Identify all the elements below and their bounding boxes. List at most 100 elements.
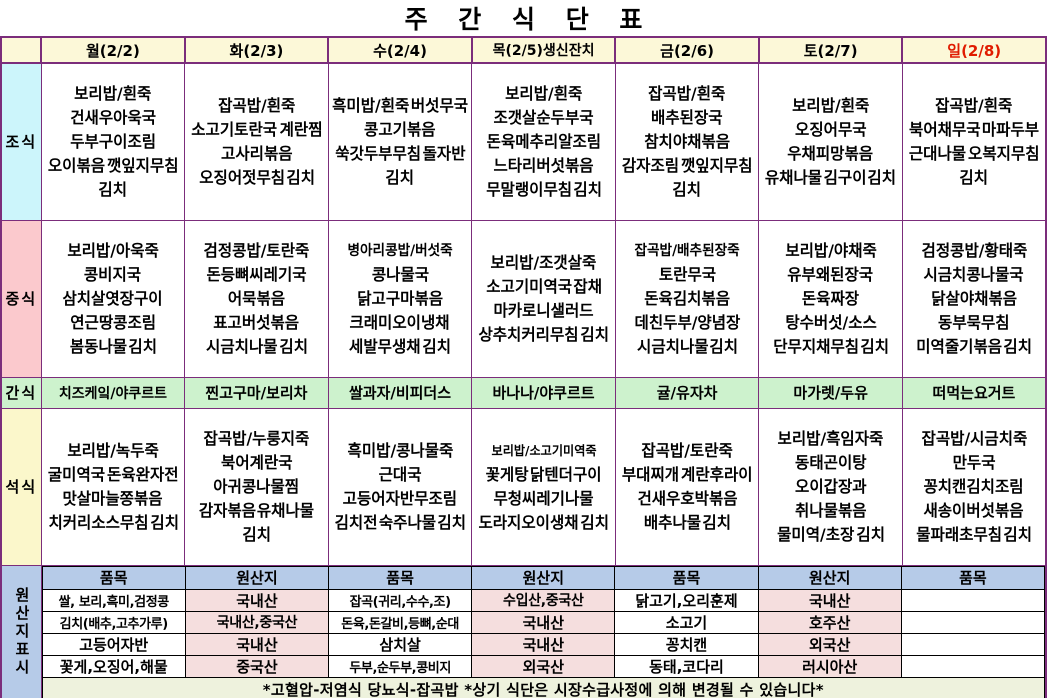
origin-header-6: 품목 xyxy=(900,565,1046,590)
origin-cell-0-4: 닭고기,오리훈제 xyxy=(614,588,759,612)
breakfast-dish: 건새우아욱국 xyxy=(69,107,156,127)
lunch-dish: 크래미오이냉채 xyxy=(349,312,451,332)
lunch-dish: 토란무국 xyxy=(658,264,716,284)
breakfast-dish: 잡곡밥/흰죽 xyxy=(648,83,726,103)
dinner-cell-5: 보리밥/흑임자죽동태곤이탕오이갑장과취나물볶음물미역/초장김치 xyxy=(758,407,903,566)
origin-cell-2-4: 꽁치캔 xyxy=(614,632,759,656)
origin-cell-1-1: 국내산,중국산 xyxy=(184,610,330,634)
breakfast-dish: 오복지무침 xyxy=(967,143,1040,163)
breakfast-dish: 마파두부 xyxy=(982,119,1040,139)
origin-cell-2-0: 고등어자반 xyxy=(41,632,186,656)
lunch-cell-3: 보리밥/조갯살죽소고기미역국 잡채마카로니샐러드상추치커리무침 김치 xyxy=(471,219,616,378)
dinner-dish: 꽁치캔김치조림 xyxy=(923,476,1025,496)
lunch-dish: 시금치나물 xyxy=(205,336,278,356)
dinner-dish: 숙주나물 xyxy=(378,512,436,532)
dinner-dish: 오이갑장과 xyxy=(794,476,867,496)
breakfast-dish: 유채나물 xyxy=(765,167,823,187)
origin-cell-1-2: 돈육,돈갈비,등뼈,순대 xyxy=(328,610,473,634)
lunch-dish: 돈육짜장 xyxy=(802,288,860,308)
dinner-dish: 흑미밥/콩나물죽 xyxy=(347,440,453,460)
lunch-dish: 표고버섯볶음 xyxy=(213,312,300,332)
day-header-4: 금(2/6) xyxy=(614,36,760,64)
origin-cell-1-0: 김치(배추,고추가루) xyxy=(41,610,186,634)
dinner-row-label: 석식 xyxy=(0,407,42,566)
dinner-dish: 보리밥/소고기미역죽 xyxy=(491,442,597,458)
origin-cell-0-5: 국내산 xyxy=(757,588,902,612)
lunch-dish: 탕수버섯/소스 xyxy=(784,312,877,332)
lunch-dish: 삼치살엿장구이 xyxy=(62,288,163,308)
breakfast-dish: 깻잎지무침 xyxy=(106,155,179,175)
origin-header-5: 원산지 xyxy=(757,565,902,590)
breakfast-dish: 무말랭이무침 xyxy=(485,179,572,199)
dinner-dish: 물미역/초장 xyxy=(777,524,855,544)
snack-row: 간식 치즈케잌/야쿠르트 찐고구마/보리차 쌀과자/비피더스 바나나/야쿠르트 귤/유자차… xyxy=(0,376,1047,409)
breakfast-cell-5: 보리밥/흰죽오징어무국우채피망볶음유채나물김구이김치 xyxy=(758,62,903,221)
dinner-dish: 취나물볶음 xyxy=(794,500,867,520)
origin-row: 원산지표시 품목 원산지 품목 원산지 품목 원산지 품목 쌀, 보리,흑미,검정콩 국내산 잡곡(… xyxy=(0,564,1047,698)
snack-cell-6: 떠먹는요거트 xyxy=(901,376,1047,409)
breakfast-dish: 북어채무국 xyxy=(908,119,981,139)
breakfast-dish: 김치 xyxy=(672,179,702,199)
lunch-dish: 닭살야채볶음 xyxy=(931,288,1017,308)
breakfast-row-label: 조식 xyxy=(0,62,42,221)
lunch-row: 중식 보리밥/아욱죽콩비지국삼치살엿장구이연근땅콩조림봄동나물김치 검정콩밥/토란죽… xyxy=(0,219,1047,378)
dinner-dish: 유채나물 xyxy=(257,500,315,520)
lunch-dish: 검정콩밥/황태죽 xyxy=(921,240,1027,260)
snack-cell-1: 찐고구마/보리차 xyxy=(184,376,329,409)
origin-cell-3-0: 꽃게,오징어,해물 xyxy=(41,654,186,678)
origin-data-row: 꽃게,오징어,해물 중국산 두부,순두부,콩비지 외국산 동태,코다리 러시아산 xyxy=(41,654,1046,678)
lunch-cell-4: 잡곡밥/배추된장죽토란무국돈육김치볶음데친두부/양념장시금치나물김치 xyxy=(614,219,760,378)
dinner-dish: 닭텐더구이 xyxy=(529,464,602,484)
lunch-dish: 상추치커리무침 xyxy=(478,324,579,344)
dinner-dish: 굴미역국 xyxy=(47,464,105,484)
dinner-dish: 계란후라이 xyxy=(680,464,753,484)
dinner-cell-6: 잡곡밥/시금치죽만두국꽁치캔김치조림새송이버섯볶음물파래초무침 김치 xyxy=(901,407,1047,566)
menu-header-row: 월(2/2) 화(2/3) 수(2/4) 목(2/5)생신잔치 금(2/6) 토(2/7)… xyxy=(0,36,1047,64)
origin-cell-3-6 xyxy=(900,654,1046,678)
lunch-dish: 김치 xyxy=(128,336,157,356)
breakfast-dish: 김치 xyxy=(98,179,128,199)
lunch-cell-6: 검정콩밥/황태죽시금치콩나물국닭살야채볶음동부묵무침미역줄기볶음 김치 xyxy=(901,219,1047,378)
origin-cell-0-6 xyxy=(900,588,1046,612)
dinner-dish: 김치 xyxy=(1003,524,1033,544)
day-header-6: 일(2/8) xyxy=(901,36,1047,64)
dinner-dish: 배추나물 xyxy=(643,512,701,532)
day-header-0: 월(2/2) xyxy=(40,36,186,64)
lunch-dish: 닭고구마볶음 xyxy=(357,288,443,308)
dinner-dish: 꽃게탕 xyxy=(485,464,529,484)
breakfast-dish: 김치 xyxy=(959,167,989,187)
breakfast-dish: 오징어젓무침 xyxy=(198,167,285,187)
lunch-dish: 잡채 xyxy=(573,276,603,296)
snack-cell-0: 치즈케잌/야쿠르트 xyxy=(40,376,186,409)
day-header-2: 수(2/4) xyxy=(327,36,473,64)
breakfast-dish: 김치 xyxy=(573,179,603,199)
breakfast-dish: 돈육메추리알조림 xyxy=(486,131,601,151)
dinner-dish: 잡곡밥/토란죽 xyxy=(641,440,733,460)
breakfast-cell-0: 보리밥/흰죽건새우아욱국두부구이조림오이볶음 깻잎지무침김치 xyxy=(40,62,186,221)
breakfast-dish: 보리밥/흰죽 xyxy=(74,83,152,103)
breakfast-dish: 버섯무국 xyxy=(411,95,469,115)
dinner-dish: 김치전 xyxy=(334,512,378,532)
breakfast-dish: 조갯살순두부국 xyxy=(493,107,594,127)
origin-header-2: 품목 xyxy=(328,565,473,590)
lunch-dish: 마카로니샐러드 xyxy=(493,300,594,320)
breakfast-cell-2: 흑미밥/흰죽 버섯무국콩고기볶음쑥갓두부무침 돌자반김치 xyxy=(327,62,473,221)
origin-cell-3-4: 동태,코다리 xyxy=(614,654,759,678)
breakfast-dish: 깻잎지무침 xyxy=(680,155,753,175)
breakfast-dish: 소고기토란국 xyxy=(191,119,278,139)
origin-note-row: *고혈압-저염식 당뇨식-잡곡밥 *상기 식단은 시장수급사정에 의해 변경될 … xyxy=(41,676,1046,698)
lunch-dish: 단무지채무침 xyxy=(772,336,859,356)
page-title: 주 간 식 단 표 xyxy=(404,5,654,34)
lunch-cell-5: 보리밥/야채죽유부왜된장국돈육짜장탕수버섯/소스단무지채무침 김치 xyxy=(758,219,903,378)
origin-header-0: 품목 xyxy=(41,565,186,590)
breakfast-dish: 쑥갓두부무침 xyxy=(334,143,421,163)
origin-header-row: 품목 원산지 품목 원산지 품목 원산지 품목 xyxy=(41,565,1046,590)
origin-cell-2-3: 국내산 xyxy=(471,632,616,656)
lunch-dish: 보리밥/조갯살죽 xyxy=(490,252,597,272)
breakfast-dish: 계란찜 xyxy=(279,119,323,139)
lunch-dish: 김치 xyxy=(860,336,890,356)
origin-cell-2-1: 국내산 xyxy=(184,632,330,656)
origin-cell-1-5: 호주산 xyxy=(757,610,902,634)
breakfast-cell-6: 잡곡밥/흰죽북어채무국 마파두부근대나물 오복지무침김치 xyxy=(901,62,1047,221)
breakfast-dish: 콩고기볶음 xyxy=(364,119,436,139)
